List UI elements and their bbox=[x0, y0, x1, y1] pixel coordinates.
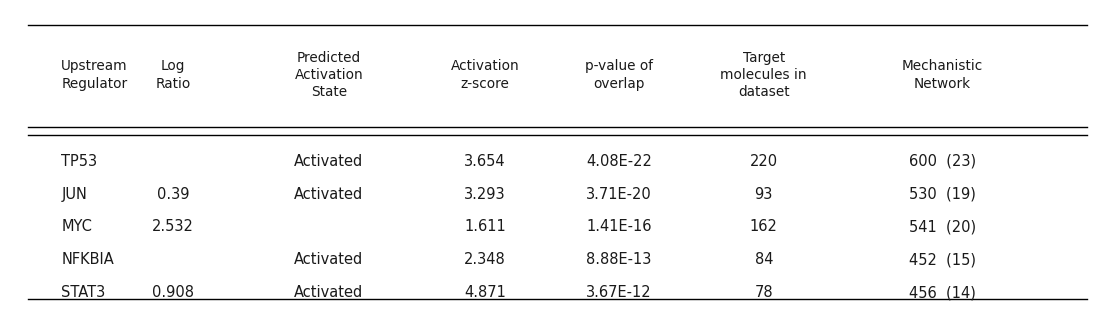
Text: 1.611: 1.611 bbox=[464, 219, 506, 234]
Text: NFKBIA: NFKBIA bbox=[61, 252, 114, 267]
Text: JUN: JUN bbox=[61, 187, 87, 202]
Text: STAT3: STAT3 bbox=[61, 285, 106, 300]
Text: Mechanistic
Network: Mechanistic Network bbox=[902, 59, 982, 91]
Text: Activation
z-score: Activation z-score bbox=[450, 59, 520, 91]
Text: 456  (14): 456 (14) bbox=[909, 285, 976, 300]
Text: 3.71E-20: 3.71E-20 bbox=[586, 187, 651, 202]
Text: 8.88E-13: 8.88E-13 bbox=[586, 252, 651, 267]
Text: Predicted
Activation
State: Predicted Activation State bbox=[294, 51, 363, 100]
Text: 3.293: 3.293 bbox=[464, 187, 506, 202]
Text: 220: 220 bbox=[749, 154, 778, 169]
Text: 3.654: 3.654 bbox=[464, 154, 506, 169]
Text: 530  (19): 530 (19) bbox=[909, 187, 976, 202]
Text: 0.908: 0.908 bbox=[152, 285, 194, 300]
Text: Activated: Activated bbox=[294, 252, 363, 267]
Text: MYC: MYC bbox=[61, 219, 93, 234]
Text: 600  (23): 600 (23) bbox=[909, 154, 976, 169]
Text: Activated: Activated bbox=[294, 154, 363, 169]
Text: p-value of
overlap: p-value of overlap bbox=[585, 59, 652, 91]
Text: Log
Ratio: Log Ratio bbox=[155, 59, 191, 91]
Text: 4.08E-22: 4.08E-22 bbox=[585, 154, 652, 169]
Text: 541  (20): 541 (20) bbox=[909, 219, 976, 234]
Text: 84: 84 bbox=[755, 252, 773, 267]
Text: 93: 93 bbox=[755, 187, 773, 202]
Text: 3.67E-12: 3.67E-12 bbox=[586, 285, 651, 300]
Text: 2.532: 2.532 bbox=[152, 219, 194, 234]
Text: 162: 162 bbox=[750, 219, 778, 234]
Text: 0.39: 0.39 bbox=[156, 187, 190, 202]
Text: 4.871: 4.871 bbox=[464, 285, 506, 300]
Text: Activated: Activated bbox=[294, 187, 363, 202]
Text: Activated: Activated bbox=[294, 285, 363, 300]
Text: 78: 78 bbox=[755, 285, 773, 300]
Text: 2.348: 2.348 bbox=[464, 252, 506, 267]
Text: Upstream
Regulator: Upstream Regulator bbox=[61, 59, 128, 91]
Text: 1.41E-16: 1.41E-16 bbox=[586, 219, 651, 234]
Text: 452  (15): 452 (15) bbox=[909, 252, 976, 267]
Text: Target
molecules in
dataset: Target molecules in dataset bbox=[720, 51, 807, 100]
Text: TP53: TP53 bbox=[61, 154, 97, 169]
